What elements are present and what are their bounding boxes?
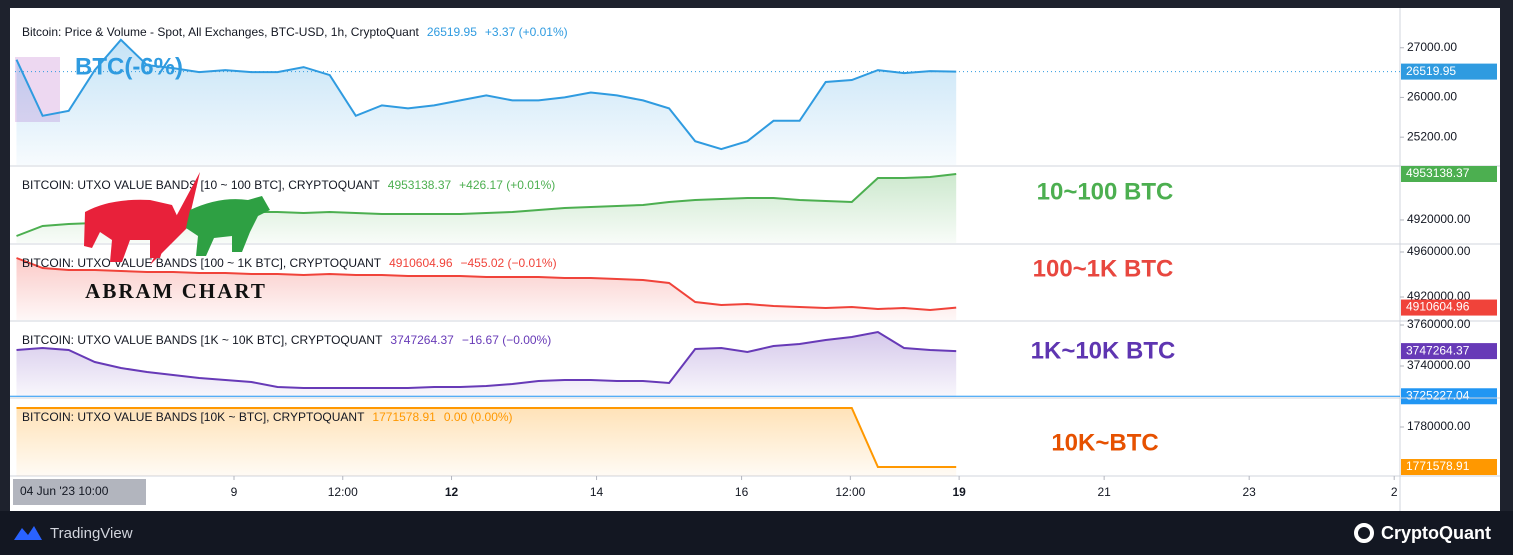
price-line-box xyxy=(1401,388,1497,405)
tradingview-icon xyxy=(14,526,42,540)
price-line xyxy=(16,407,957,468)
y-tick-label: 4920000.00 xyxy=(1407,212,1471,226)
legend-value: 26519.95 xyxy=(427,25,477,39)
last-value-label: 3747264.37 xyxy=(1406,343,1470,357)
legend-title: BITCOIN: UTXO VALUE BANDS [100 ~ 1K BTC]… xyxy=(22,256,382,270)
legend-title: BITCOIN: UTXO VALUE BANDS [1K ~ 10K BTC]… xyxy=(22,333,383,347)
legend-change: +426.17 (+0.01%) xyxy=(459,178,555,192)
legend-change: −16.67 (−0.00%) xyxy=(462,333,551,347)
annotation: 10~100 BTC xyxy=(1037,178,1174,205)
y-tick-label: 25200.00 xyxy=(1407,129,1457,143)
y-tick-label: 1780000.00 xyxy=(1407,419,1471,433)
price-line xyxy=(16,257,957,312)
bolt-icon xyxy=(150,172,210,265)
x-tick-label: 14 xyxy=(590,485,604,499)
last-value-box xyxy=(1401,299,1497,316)
last-value-label: 4953138.37 xyxy=(1406,166,1470,180)
price-line-label: 3725227.04 xyxy=(1406,388,1470,402)
y-tick-label: 27000.00 xyxy=(1407,40,1457,54)
annotation: BTC(-6%) xyxy=(75,53,183,80)
legend-title: Bitcoin: Price & Volume - Spot, All Exch… xyxy=(22,25,420,39)
pane xyxy=(16,257,957,320)
cryptoquant-logo: CryptoQuant xyxy=(1354,523,1491,543)
footer-right: CryptoQuant xyxy=(1381,523,1491,543)
legend-title: BITCOIN: UTXO VALUE BANDS [10 ~ 100 BTC]… xyxy=(22,178,380,192)
legend-change: +3.37 (+0.01%) xyxy=(485,25,568,39)
y-tick-label: 4960000.00 xyxy=(1407,244,1471,258)
bull-icon xyxy=(186,196,270,256)
last-value-box xyxy=(1401,459,1497,476)
logo-text: ABRAM CHART xyxy=(85,279,267,303)
cursor-label: 04 Jun '23 10:00 xyxy=(20,484,109,498)
footer-left: TradingView xyxy=(50,525,133,542)
bear-icon xyxy=(84,199,180,262)
last-value-box xyxy=(1401,343,1497,360)
pane xyxy=(16,407,957,476)
x-tick-label: 2 xyxy=(1391,485,1398,499)
cryptoquant-icon xyxy=(1354,523,1374,543)
x-tick-label: 12:00 xyxy=(328,485,358,499)
pane xyxy=(16,330,957,397)
x-tick-label: 16 xyxy=(735,485,749,499)
x-tick-label: 23 xyxy=(1242,485,1256,499)
last-value-box xyxy=(1401,165,1497,182)
legend-change: −455.02 (−0.01%) xyxy=(461,256,557,270)
legend-change: 0.00 (0.00%) xyxy=(444,410,513,424)
last-value-label: 4910604.96 xyxy=(1406,300,1470,314)
annotation: 1K~10K BTC xyxy=(1031,337,1176,364)
area xyxy=(16,39,957,165)
annotation: 10K~BTC xyxy=(1051,429,1158,456)
x-tick-label: 21 xyxy=(1097,485,1111,499)
legend-value: 1771578.91 xyxy=(372,410,436,424)
x-tick-label: 12:00 xyxy=(835,485,865,499)
y-tick-label: 26000.00 xyxy=(1407,90,1457,104)
x-tick-label: 12 xyxy=(445,485,459,499)
x-tick-label: 19 xyxy=(952,485,966,499)
price-line xyxy=(16,330,957,389)
x-tick-label: 9 xyxy=(231,485,238,499)
area xyxy=(16,408,957,476)
legend-value: 4910604.96 xyxy=(389,256,453,270)
legend-value: 4953138.37 xyxy=(388,178,452,192)
tradingview-logo: TradingView xyxy=(14,525,133,542)
y-tick-label: 3740000.00 xyxy=(1407,358,1471,372)
annotation: 100~1K BTC xyxy=(1033,255,1174,282)
y-tick-label: 3760000.00 xyxy=(1407,317,1471,331)
price-line xyxy=(15,38,957,151)
legend-value: 3747264.37 xyxy=(390,333,454,347)
logo: ABRAM CHART xyxy=(84,172,270,303)
legend-title: BITCOIN: UTXO VALUE BANDS [10K ~ BTC], C… xyxy=(22,410,365,424)
pane xyxy=(15,38,1400,165)
footer-bar xyxy=(0,511,1513,555)
area xyxy=(16,258,957,320)
last-value-label: 1771578.91 xyxy=(1406,459,1470,473)
cursor-label-box xyxy=(13,479,146,505)
last-value-box xyxy=(1401,63,1497,80)
last-value-label: 26519.95 xyxy=(1406,64,1456,78)
